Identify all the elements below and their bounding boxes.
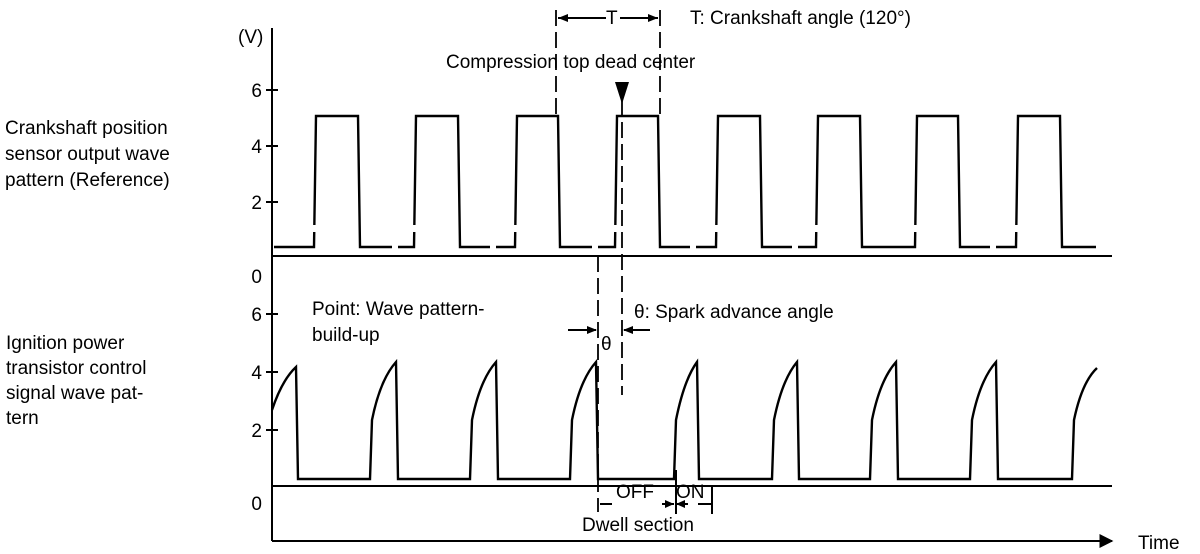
crankshaft-sensor-waveform: [274, 114, 1096, 249]
crankshaft-signal-label: Crankshaft position: [5, 118, 168, 139]
top-tick-label: 4: [251, 137, 262, 158]
period-legend: T: Crankshaft angle (120°): [690, 8, 911, 29]
period-marker: [558, 14, 658, 22]
bottom-tick-marks: [266, 313, 278, 431]
bottom-tick-label: 0: [251, 494, 262, 515]
top-tick-label: 2: [251, 193, 262, 214]
ignition-signal-label: transistor control: [6, 358, 146, 379]
crankshaft-signal-label: pattern (Reference): [5, 170, 170, 191]
tdc-label: Compression top dead center: [446, 52, 696, 73]
off-label: OFF: [616, 482, 654, 503]
ignition-signal-label: tern: [6, 408, 39, 429]
tdc-arrow-icon: [615, 82, 629, 104]
point-label: Point: Wave pattern-: [312, 299, 484, 320]
ignition-signal-label: Ignition power: [6, 333, 125, 354]
bottom-tick-label: 4: [251, 363, 262, 384]
dwell-label: Dwell section: [582, 515, 694, 536]
top-tick-label: 0: [251, 267, 262, 288]
dwell-marker: [600, 470, 713, 514]
theta-legend: θ: Spark advance angle: [634, 302, 834, 323]
theta-symbol: θ: [601, 334, 612, 355]
ignition-control-waveform: [270, 358, 1098, 481]
bottom-tick-label: 2: [251, 421, 262, 442]
period-symbol: T: [606, 8, 618, 29]
point-label: build-up: [312, 325, 380, 346]
on-label: ON: [676, 482, 705, 503]
top-tick-label: 6: [251, 81, 262, 102]
crankshaft-wave-gaps: [313, 225, 1019, 249]
top-tick-marks: [266, 89, 278, 203]
crankshaft-signal-label: sensor output wave: [5, 144, 170, 165]
voltage-unit-label: (V): [238, 27, 263, 48]
time-axis-label: Time: [1138, 533, 1180, 554]
ignition-signal-label: signal wave pat-: [6, 383, 143, 404]
bottom-tick-label: 6: [251, 305, 262, 326]
theta-marker: [568, 326, 650, 334]
